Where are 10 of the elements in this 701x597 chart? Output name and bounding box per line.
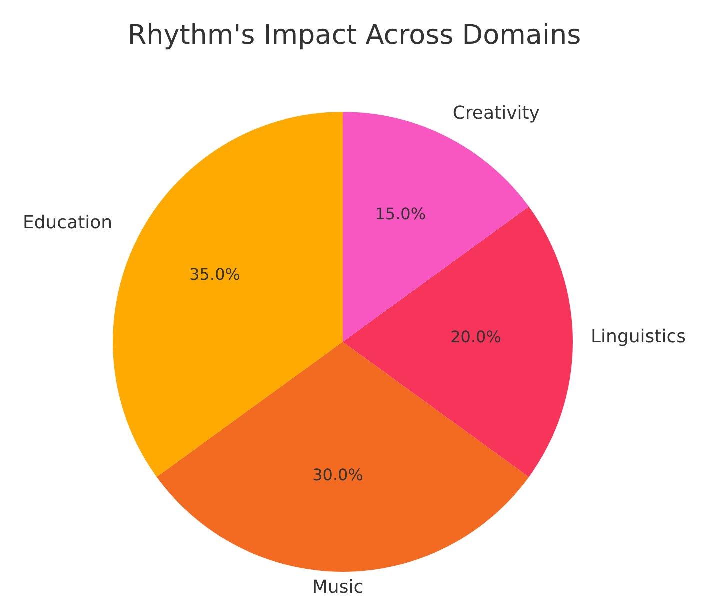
data-label: 35.0%: [190, 264, 240, 284]
pie-slice: [156, 342, 530, 572]
slice-label: Creativity: [452, 103, 540, 124]
data-label: 20.0%: [450, 328, 502, 346]
chart-title: Rhythm's Impact Across Domains: [126, 20, 582, 51]
slice-label: Music: [312, 577, 364, 597]
slice-label: Education: [22, 212, 113, 234]
data-label: 30.0%: [312, 466, 364, 484]
data-label: 15.0%: [375, 204, 426, 224]
slice-label: Linguistics: [591, 326, 686, 348]
